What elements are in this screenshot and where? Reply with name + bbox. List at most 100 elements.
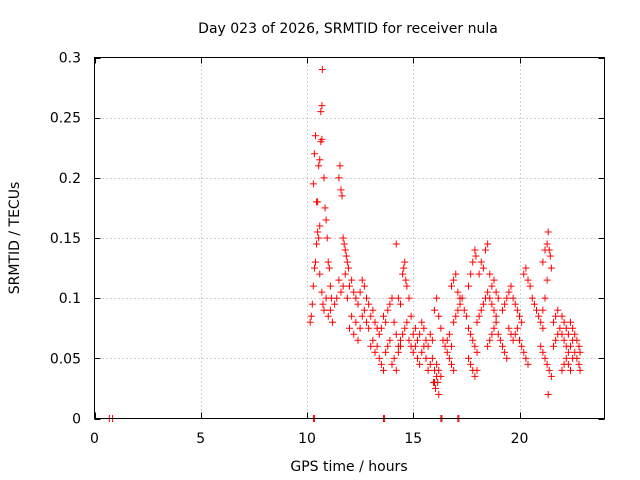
- chart-title: Day 023 of 2026, SRMTID for receiver nul…: [198, 21, 498, 37]
- data-point: [477, 306, 485, 314]
- data-point: [475, 270, 483, 278]
- data-point: [316, 222, 324, 230]
- data-point: [537, 318, 545, 326]
- data-point: [394, 348, 402, 356]
- data-point: [558, 366, 566, 374]
- data-point: [314, 228, 322, 236]
- data-point: [422, 336, 430, 344]
- x-tick-label: 5: [196, 431, 205, 447]
- data-point: [339, 234, 347, 242]
- data-point: [312, 132, 319, 140]
- data-point: [326, 306, 334, 314]
- data-point: [418, 348, 426, 356]
- data-point: [441, 342, 449, 350]
- data-point: [472, 252, 480, 260]
- data-point: [397, 300, 404, 308]
- data-point: [310, 264, 318, 272]
- data-point: [450, 366, 458, 374]
- data-point: [358, 276, 366, 284]
- data-point: [424, 366, 432, 374]
- data-point: [306, 318, 314, 326]
- data-point: [367, 312, 375, 320]
- data-point: [337, 288, 345, 296]
- data-point: [518, 318, 526, 326]
- data-point: [354, 336, 362, 344]
- y-tick-label: 0.2: [59, 171, 81, 187]
- data-point: [505, 324, 513, 332]
- data-point: [443, 336, 451, 344]
- data-point: [567, 318, 574, 326]
- data-point: [428, 336, 436, 344]
- data-point: [344, 264, 352, 272]
- data-point: [350, 330, 358, 338]
- data-point: [392, 366, 400, 374]
- data-point: [380, 366, 387, 374]
- data-point: [399, 270, 407, 278]
- data-point: [367, 342, 375, 350]
- data-point: [392, 240, 400, 248]
- data-point: [539, 324, 547, 332]
- data-point: [314, 198, 322, 206]
- data-point: [315, 234, 323, 242]
- data-point: [471, 342, 479, 350]
- data-point: [564, 348, 572, 356]
- data-point: [571, 348, 579, 356]
- data-point: [437, 372, 445, 380]
- data-point: [492, 288, 500, 296]
- data-point: [571, 330, 579, 338]
- data-point: [382, 348, 390, 356]
- data-point: [539, 258, 547, 266]
- data-point: [403, 282, 411, 290]
- data-point: [462, 312, 470, 320]
- y-tick-label: 0.25: [50, 111, 81, 127]
- data-point: [494, 330, 502, 338]
- data-point: [354, 300, 362, 308]
- data-point: [552, 336, 560, 344]
- plot-frame: [94, 57, 605, 419]
- data-point: [471, 372, 479, 380]
- data-point: [371, 318, 379, 326]
- y-tick-label: 0.3: [59, 51, 81, 67]
- data-point: [507, 282, 515, 290]
- data-point: [448, 342, 455, 350]
- data-point: [343, 294, 351, 302]
- data-point: [558, 330, 566, 338]
- data-point: [360, 306, 368, 314]
- data-point: [333, 294, 341, 302]
- data-point: [564, 330, 572, 338]
- data-point: [360, 282, 368, 290]
- data-point: [543, 240, 551, 248]
- data-point: [535, 312, 543, 320]
- data-point: [416, 330, 424, 338]
- data-point: [429, 378, 437, 386]
- data-point: [516, 336, 523, 344]
- data-point: [397, 342, 404, 350]
- data-point: [315, 162, 323, 170]
- data-point: [520, 270, 528, 278]
- data-point: [492, 318, 500, 326]
- y-tick-label: 0: [72, 412, 81, 428]
- data-point: [411, 324, 419, 332]
- data-point: [335, 174, 343, 182]
- data-point: [460, 306, 468, 314]
- data-point: [308, 300, 316, 308]
- data-point: [322, 294, 330, 302]
- data-point: [399, 330, 407, 338]
- data-point: [564, 360, 572, 368]
- data-point: [323, 234, 331, 242]
- data-point: [486, 336, 494, 344]
- data-point: [452, 312, 460, 320]
- data-point: [319, 300, 327, 308]
- data-point: [384, 306, 392, 314]
- data-point: [541, 354, 549, 362]
- data-point: [537, 342, 545, 350]
- data-point: [342, 252, 350, 260]
- data-point: [432, 384, 440, 392]
- data-point: [573, 354, 581, 362]
- data-point: [490, 324, 498, 332]
- data-point: [352, 294, 360, 302]
- data-point: [544, 228, 552, 236]
- data-point: [409, 330, 417, 338]
- y-axis-label: SRMTID / TECUs: [7, 182, 23, 295]
